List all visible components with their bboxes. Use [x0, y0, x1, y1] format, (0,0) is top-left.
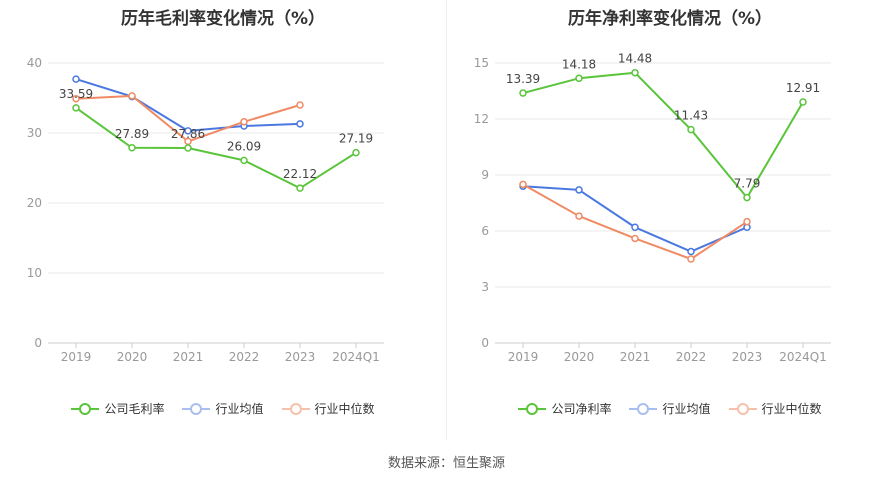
- data-point: [575, 186, 583, 194]
- legend: 公司净利率 行业均值 行业中位数: [447, 400, 893, 417]
- data-point: [631, 234, 639, 243]
- legend-label: 行业均值: [215, 402, 264, 416]
- legend-item-company[interactable]: 公司净利率: [518, 400, 611, 417]
- chart-title: 历年毛利率变化情况（%）: [120, 9, 326, 29]
- data-point: [743, 193, 751, 202]
- y-tick-label: 12: [474, 112, 489, 126]
- y-tick-label: 30: [27, 126, 42, 140]
- x-tick-label: 2024Q1: [332, 350, 380, 364]
- x-tick-label: 2019: [61, 350, 92, 364]
- y-tick-label: 10: [27, 266, 42, 280]
- data-point: [631, 68, 639, 77]
- x-tick-label: 2023: [732, 350, 763, 364]
- legend-item-industry-avg[interactable]: 行业均值: [629, 400, 711, 417]
- data-label: 33.59: [59, 87, 93, 101]
- chart-title: 历年净利率变化情况（%）: [567, 9, 773, 29]
- series-line: [75, 78, 301, 132]
- legend-marker-icon: [182, 402, 211, 416]
- data-point: [352, 148, 360, 157]
- legend-marker-icon: [281, 402, 310, 416]
- data-label: 26.09: [227, 139, 261, 153]
- data-point: [296, 184, 304, 192]
- data-point: [72, 94, 80, 103]
- data-point: [72, 75, 80, 83]
- data-point: [72, 104, 80, 112]
- data-point: [519, 89, 527, 97]
- data-point: [128, 92, 136, 100]
- data-label: 27.89: [115, 127, 149, 141]
- legend-item-industry-median[interactable]: 行业中位数: [281, 400, 375, 417]
- data-point: [240, 118, 248, 126]
- data-point: [128, 144, 136, 152]
- data-point: [575, 74, 583, 83]
- data-point: [799, 98, 807, 106]
- x-tick-label: 2021: [173, 350, 204, 364]
- gross-margin-chart: 历年毛利率变化情况（%） 0 10 20 30 40 2019 2020 2021 2022 20…: [0, 0, 446, 440]
- data-label: 7.79: [734, 177, 761, 191]
- series-line: [75, 107, 357, 190]
- y-tick-label: 3: [481, 280, 489, 294]
- y-tick-label: 6: [481, 224, 489, 238]
- panel-divider: [446, 0, 447, 440]
- legend-marker-icon: [629, 402, 658, 416]
- data-label: 27.86: [171, 127, 205, 141]
- x-tick-label: 2020: [117, 350, 148, 364]
- data-point: [240, 156, 248, 165]
- legend-label: 公司净利率: [551, 402, 612, 416]
- x-tick-label: 2022: [676, 350, 707, 364]
- data-point: [296, 120, 304, 128]
- data-point: [743, 217, 751, 226]
- series-line: [522, 183, 748, 260]
- x-tick-label: 2021: [620, 350, 651, 364]
- legend-marker-icon: [71, 402, 100, 416]
- x-tick-label: 2024Q1: [779, 350, 827, 364]
- data-source: 数据来源：恒生聚源: [387, 456, 505, 471]
- y-tick-label: 15: [474, 56, 489, 70]
- data-label: 13.39: [506, 72, 540, 86]
- y-tick-label: 40: [27, 56, 42, 70]
- legend-label: 公司毛利率: [104, 402, 165, 416]
- x-tick-label: 2022: [229, 350, 260, 364]
- y-tick-label: 0: [481, 336, 489, 350]
- x-tick-label: 2019: [508, 350, 539, 364]
- data-label: 27.19: [339, 132, 373, 146]
- data-label: 14.18: [562, 57, 596, 71]
- data-label: 11.43: [674, 109, 708, 123]
- data-point: [519, 180, 527, 189]
- legend-marker-icon: [728, 402, 757, 416]
- net-margin-chart: 历年净利率变化情况（%） 0 3 6 9 12 15 2019 2020 2021 2022 202…: [447, 0, 893, 440]
- gross-margin-plot: 0 10 20 30 40 2019 2020 2021 2022 2023 2024Q1 33.59…: [27, 56, 384, 364]
- data-point: [184, 144, 192, 152]
- legend-item-company[interactable]: 公司毛利率: [71, 400, 164, 417]
- y-tick-label: 20: [27, 196, 42, 210]
- data-point: [296, 101, 304, 109]
- data-point: [575, 212, 583, 220]
- data-point: [687, 255, 695, 263]
- legend-item-industry-avg[interactable]: 行业均值: [182, 400, 264, 417]
- legend: 公司毛利率 行业均值 行业中位数: [0, 400, 446, 417]
- legend-label: 行业均值: [662, 402, 711, 416]
- series-line: [522, 71, 804, 199]
- data-point: [184, 127, 192, 135]
- net-margin-plot: 0 3 6 9 12 15 2019 2020 2021 2022 2023 2024Q1 13.39 1…: [474, 52, 831, 364]
- legend-label: 行业中位数: [761, 402, 822, 416]
- data-label: 14.48: [618, 52, 652, 66]
- x-tick-label: 2023: [285, 350, 316, 364]
- legend-label: 行业中位数: [314, 402, 375, 416]
- data-point: [687, 247, 695, 256]
- data-label: 12.91: [786, 81, 820, 95]
- legend-marker-icon: [518, 402, 547, 416]
- data-point: [631, 223, 639, 232]
- x-tick-label: 2020: [564, 350, 595, 364]
- y-tick-label: 0: [34, 336, 42, 350]
- legend-item-industry-median[interactable]: 行业中位数: [728, 400, 822, 417]
- data-label: 22.12: [283, 167, 317, 181]
- y-tick-label: 9: [481, 168, 489, 182]
- data-point: [687, 125, 695, 134]
